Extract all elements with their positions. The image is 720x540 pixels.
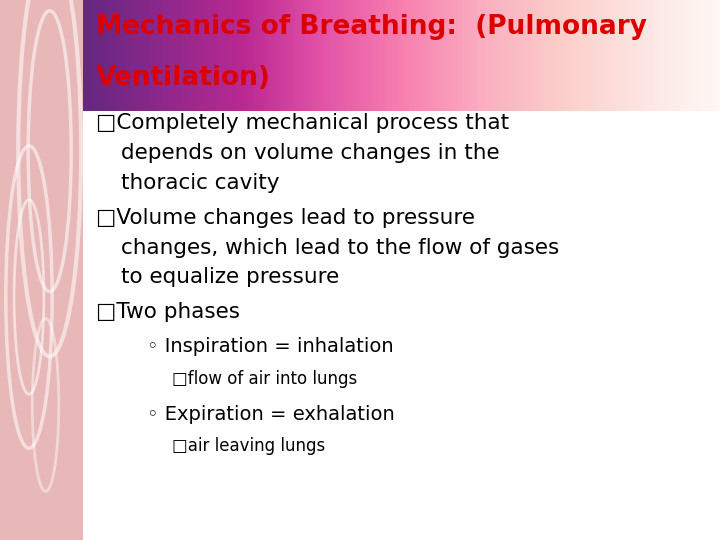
Text: Ventilation): Ventilation) <box>96 65 271 91</box>
Text: thoracic cavity: thoracic cavity <box>121 173 279 193</box>
Text: □air leaving lungs: □air leaving lungs <box>172 437 325 455</box>
Text: □Volume changes lead to pressure: □Volume changes lead to pressure <box>96 208 474 228</box>
Text: □Completely mechanical process that: □Completely mechanical process that <box>96 113 508 133</box>
Text: □Two phases: □Two phases <box>96 302 240 322</box>
Text: changes, which lead to the flow of gases: changes, which lead to the flow of gases <box>121 238 559 258</box>
Text: depends on volume changes in the: depends on volume changes in the <box>121 143 500 163</box>
Text: ◦ Inspiration = inhalation: ◦ Inspiration = inhalation <box>147 338 393 356</box>
Text: Mechanics of Breathing:  (Pulmonary: Mechanics of Breathing: (Pulmonary <box>96 14 647 39</box>
Text: □flow of air into lungs: □flow of air into lungs <box>172 370 357 388</box>
Text: to equalize pressure: to equalize pressure <box>121 267 339 287</box>
Text: ◦ Expiration = exhalation: ◦ Expiration = exhalation <box>147 405 395 424</box>
